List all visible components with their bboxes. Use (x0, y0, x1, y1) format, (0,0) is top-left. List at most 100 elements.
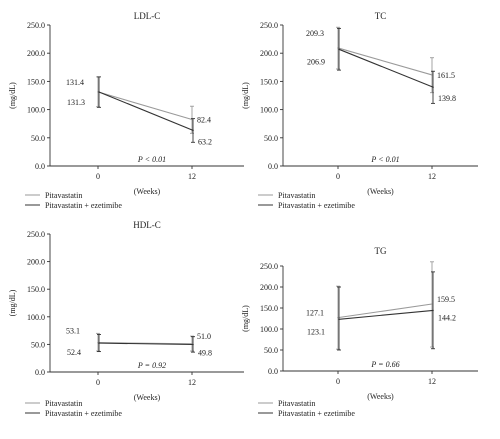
series-pitavastatin: 127.1 159.5 (306, 261, 455, 350)
x-tick-label: 0 (96, 378, 100, 387)
legend-label: Pitavastatin (45, 399, 82, 408)
data-point (432, 309, 434, 312)
legend-label: Pitavastatin (45, 191, 82, 200)
series-line (98, 91, 194, 131)
data-point (98, 91, 100, 93)
x-tick-label: 0 (96, 172, 100, 181)
p-value-label: P < 0.01 (370, 155, 399, 164)
y-tick-label: 200.0 (260, 283, 278, 292)
legend-label: Pitavastatin + ezetimibe (278, 409, 355, 418)
data-point (338, 318, 340, 321)
series-pitavastatin-ezetimibe: 123.1 144.2 (307, 271, 456, 351)
y-tick-label: 250.0 (260, 262, 278, 271)
series-line (337, 303, 433, 319)
y-tick-label: 150.0 (27, 285, 45, 294)
y-tick-label: 200.0 (27, 49, 45, 58)
x-tick-label: 12 (188, 378, 196, 387)
chart-panel-tg: 0.0 50.0 100.0 150.0 200.0 250.0 0 12 TG (mg/dL) (… (241, 246, 478, 418)
y-tick-label: 0.0 (268, 162, 278, 171)
data-point (431, 74, 433, 76)
y-axis-label: (mg/dL) (8, 289, 17, 316)
series-pitavastatin: 209.3 161.5 (306, 26, 455, 94)
data-label: 63.2 (198, 137, 212, 146)
series-pitavastatin: 131.4 82.4 (66, 76, 211, 134)
legend-label: Pitavastatin (278, 191, 315, 200)
data-point (432, 86, 434, 88)
y-tick-label: 150.0 (27, 77, 45, 86)
y-tick-label: 250.0 (260, 21, 278, 30)
y-tick-label: 150.0 (260, 77, 278, 86)
series-line (97, 91, 193, 121)
series-pitavastatin-ezetimibe: 131.3 63.2 (67, 76, 212, 146)
chart-panel-ldl: 0.0 50.0 100.0 150.0 200.0 250.0 0 12 LDL-C (mg/d… (8, 11, 244, 210)
data-label: 131.4 (66, 78, 84, 87)
y-tick-label: 50.0 (31, 134, 45, 143)
data-label: 159.5 (437, 295, 455, 304)
data-point (191, 118, 193, 121)
y-tick-label: 150.0 (260, 304, 278, 313)
x-axis-label: (Weeks) (134, 393, 161, 402)
y-tick-label: 50.0 (264, 134, 278, 143)
legend-label: Pitavastatin + ezetimibe (278, 201, 355, 210)
p-value-label: P < 0.01 (137, 155, 166, 164)
series-line (337, 47, 433, 76)
data-label: 131.3 (67, 98, 85, 107)
x-tick-label: 0 (336, 377, 340, 386)
data-point (337, 47, 339, 49)
legend-label: Pitavastatin (278, 399, 315, 408)
data-label: 51.0 (197, 332, 211, 341)
data-label: 49.8 (198, 349, 212, 358)
y-tick-label: 100.0 (260, 325, 278, 334)
series-pitavastatin: 53.1 51.0 (66, 327, 211, 352)
chart-panel-tc: 0.0 50.0 100.0 150.0 200.0 250.0 0 12 TC (mg/dL) (… (241, 11, 478, 210)
data-point (192, 343, 194, 346)
y-tick-label: 200.0 (260, 49, 278, 58)
x-tick-label: 12 (428, 377, 436, 386)
data-label: 127.1 (306, 309, 324, 318)
chart-title: HDL-C (133, 220, 161, 230)
p-value-label: P = 0.92 (137, 361, 166, 370)
y-tick-label: 100.0 (27, 313, 45, 322)
y-axis-label: (mg/dL) (8, 82, 17, 109)
data-label: 209.3 (306, 29, 324, 38)
legend-label: Pitavastatin + ezetimibe (45, 201, 122, 210)
data-label: 82.4 (197, 116, 211, 125)
data-label: 52.4 (67, 348, 81, 357)
series-line (338, 48, 434, 88)
series-pitavastatin-ezetimibe: 206.9 139.8 (307, 27, 456, 104)
y-tick-label: 100.0 (27, 106, 45, 115)
data-label: 144.2 (438, 313, 456, 322)
x-tick-label: 0 (336, 172, 340, 181)
chart-title: TG (375, 246, 387, 256)
data-point (98, 342, 100, 344)
y-tick-label: 200.0 (27, 258, 45, 267)
x-axis-label: (Weeks) (134, 187, 161, 196)
data-label: 139.8 (438, 94, 456, 103)
series-pitavastatin-ezetimibe: 52.4 49.8 (67, 334, 212, 358)
y-tick-label: 50.0 (264, 346, 278, 355)
y-axis-label: (mg/dL) (241, 82, 250, 109)
series-line (338, 309, 434, 320)
data-label: 53.1 (66, 327, 80, 336)
p-value-label: P = 0.66 (370, 360, 399, 369)
y-tick-label: 100.0 (260, 106, 278, 115)
data-point (337, 316, 339, 319)
data-label: 123.1 (307, 327, 325, 336)
y-tick-label: 0.0 (35, 162, 45, 171)
y-axis-label: (mg/dL) (241, 305, 250, 332)
y-tick-label: 250.0 (27, 21, 45, 30)
data-point (192, 129, 194, 132)
x-axis-label: (Weeks) (367, 187, 394, 196)
x-axis-label: (Weeks) (367, 392, 394, 401)
y-tick-label: 250.0 (27, 230, 45, 239)
y-tick-label: 50.0 (31, 340, 45, 349)
chart-panel-hdl: 0.0 50.0 100.0 150.0 200.0 250.0 0 12 HDL-C (mg/d… (8, 220, 244, 418)
legend-label: Pitavastatin + ezetimibe (45, 409, 122, 418)
data-point (338, 48, 340, 51)
data-label: 161.5 (437, 71, 455, 80)
